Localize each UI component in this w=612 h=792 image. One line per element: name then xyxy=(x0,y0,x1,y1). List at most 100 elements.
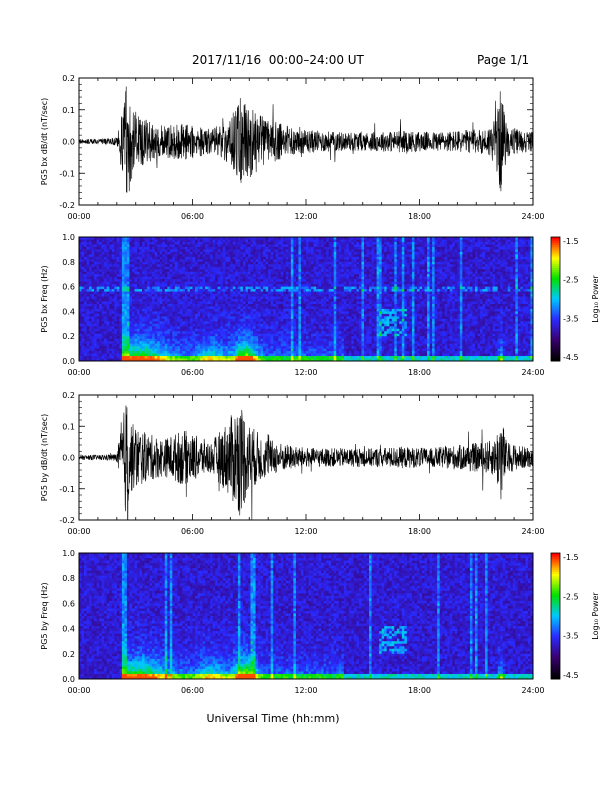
spectrogram-cell xyxy=(295,271,299,275)
spectrogram-cell xyxy=(139,353,143,357)
spectrogram-cell xyxy=(306,289,309,292)
spectrogram-cell xyxy=(207,336,211,340)
spectrogram-cell xyxy=(94,356,98,359)
spectrogram-cell xyxy=(195,249,198,253)
spectrogram-cell xyxy=(129,237,133,240)
spectrogram-cell xyxy=(311,318,314,322)
spectrogram-cell xyxy=(182,241,186,245)
spectrogram-cell xyxy=(258,299,261,302)
spectrogram-cell xyxy=(212,348,216,352)
spectrogram-cell xyxy=(293,284,297,287)
spectrogram-cell xyxy=(126,294,130,297)
spectrogram-cell xyxy=(212,246,216,250)
spectrogram-cell xyxy=(152,286,156,290)
spectrogram-cell xyxy=(237,306,241,310)
spectrogram-cell xyxy=(293,346,297,349)
spectrogram-cell xyxy=(273,358,277,362)
spectrogram-cell xyxy=(230,353,234,357)
spectrogram-cell xyxy=(91,249,95,253)
spectrogram-cell xyxy=(169,313,173,317)
spectrogram-cell xyxy=(260,341,264,345)
spectrogram-cell xyxy=(147,308,151,312)
spectrogram-cell xyxy=(230,316,234,320)
spectrogram-cell xyxy=(298,266,302,270)
spectrogram-cell xyxy=(210,254,214,258)
spectrogram-cell xyxy=(195,328,198,332)
spectrogram-cell xyxy=(288,338,292,342)
spectrogram-cell xyxy=(116,323,120,327)
spectrogram-cell xyxy=(121,346,125,349)
spectrogram-cell xyxy=(116,259,120,263)
spectrogram-cell xyxy=(101,331,105,335)
spectrogram-cell xyxy=(303,311,307,315)
spectrogram-cell xyxy=(245,343,249,347)
spectrogram-cell xyxy=(164,264,168,268)
spectrogram-cell xyxy=(283,271,287,275)
spectrogram-cell xyxy=(142,311,145,315)
spectrogram-cell xyxy=(235,291,239,295)
spectrogram-cell xyxy=(179,286,183,290)
spectrogram-cell xyxy=(217,259,221,263)
spectrogram-cell xyxy=(124,251,128,255)
spectrogram-cell xyxy=(285,313,289,317)
spectrogram-cell xyxy=(169,294,173,297)
spectrogram-cell xyxy=(126,241,130,245)
spectrogram-cell xyxy=(91,237,95,240)
spectrogram-cell xyxy=(300,311,304,315)
spectrogram-cell xyxy=(210,284,214,287)
spectrogram-cell xyxy=(278,294,282,297)
spectrogram-cell xyxy=(137,348,140,352)
spectrogram-cell xyxy=(212,356,216,359)
spectrogram-cell xyxy=(109,294,113,297)
spectrogram-cell xyxy=(157,266,161,270)
spectrogram-cell xyxy=(142,241,145,245)
spectrogram-cell xyxy=(280,323,284,327)
spectrogram-cell xyxy=(253,351,256,354)
spectrogram-cell xyxy=(247,294,251,297)
spectrogram-cell xyxy=(116,311,120,315)
spectrogram-cell xyxy=(149,331,153,335)
spectrogram-cell xyxy=(84,259,87,263)
spectrogram-cell xyxy=(290,311,294,315)
spectrogram-cell xyxy=(202,279,206,283)
spectrogram-cell xyxy=(149,358,153,362)
spectrogram-cell xyxy=(126,353,130,357)
spectrogram-cell xyxy=(81,358,85,362)
spectrogram-cell xyxy=(179,241,183,245)
spectrogram-cell xyxy=(250,291,254,295)
spectrogram-cell xyxy=(114,241,118,245)
spectrogram-cell xyxy=(174,254,178,258)
spectrogram-cell xyxy=(177,331,181,335)
spectrogram-cell xyxy=(99,251,103,255)
spectrogram-cell xyxy=(225,308,229,312)
spectrogram-cell xyxy=(139,264,143,268)
spectrogram-cell xyxy=(260,296,264,300)
spectrogram-cell xyxy=(182,239,186,243)
spectrogram-cell xyxy=(237,286,241,290)
spectrogram-cell xyxy=(232,308,236,312)
spectrogram-cell xyxy=(96,336,100,340)
spectrogram-cell xyxy=(81,326,85,330)
spectrogram-cell xyxy=(273,289,277,292)
spectrogram-cell xyxy=(126,313,130,317)
spectrogram-cell xyxy=(316,269,320,273)
spectrogram-cell xyxy=(247,284,251,287)
spectrogram-cell xyxy=(99,286,103,290)
spectrogram-cell xyxy=(207,301,211,305)
spectrogram-cell xyxy=(137,331,140,335)
spectrogram-cell xyxy=(162,313,166,317)
spectrogram-cell xyxy=(253,346,256,349)
spectrogram-cell xyxy=(139,284,143,287)
spectrogram-cell xyxy=(109,251,113,255)
spectrogram-cell xyxy=(210,303,214,307)
spectrogram-cell xyxy=(139,351,143,354)
spectrogram-cell xyxy=(295,313,299,317)
spectrogram-cell xyxy=(99,299,103,302)
spectrogram-cell xyxy=(207,303,211,307)
spectrogram-cell xyxy=(283,313,287,317)
spectrogram-cell xyxy=(192,358,196,362)
spectrogram-cell xyxy=(268,296,272,300)
spectrogram-cell xyxy=(167,266,171,270)
page-number: Page 1/1 xyxy=(477,53,530,67)
spectrogram-cell xyxy=(159,271,163,275)
